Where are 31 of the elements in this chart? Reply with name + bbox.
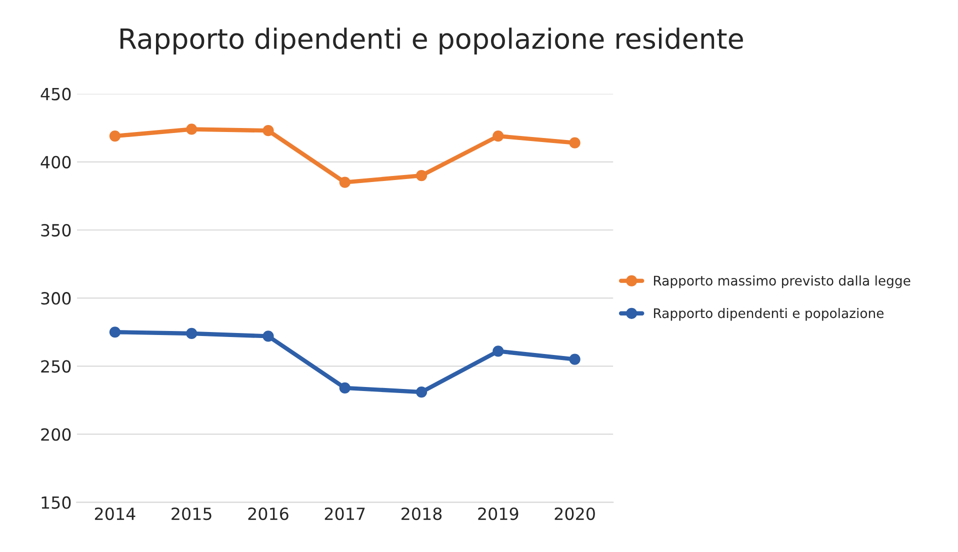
point: [262, 125, 274, 136]
x-tick-label: 2014: [94, 507, 136, 520]
point: [339, 382, 350, 394]
y-tick-label: 150: [42, 496, 71, 509]
y-tick-label: 250: [41, 360, 71, 373]
point: [416, 170, 428, 182]
x-tick-label: 2017: [324, 507, 365, 520]
y-tick-label: 200: [41, 428, 71, 441]
legend-label: Rapporto massimo previsto dalla legge: [654, 275, 910, 288]
point: [416, 386, 428, 398]
point: [186, 328, 198, 340]
chart-title: Rapporto dipendenti e popolazione residente: [120, 28, 743, 54]
point: [492, 130, 504, 142]
point: [186, 124, 198, 135]
x-tick-label: 2019: [478, 507, 518, 520]
point: [492, 346, 504, 357]
x-tick-label: 2016: [248, 507, 288, 520]
point: [109, 326, 121, 338]
x-tick-label: 2015: [172, 507, 212, 520]
y-tick-label: 300: [41, 292, 71, 305]
x-tick-label: 2018: [402, 507, 442, 520]
point: [339, 176, 350, 188]
point: [262, 330, 274, 342]
y-tick-label: 400: [40, 156, 71, 168]
x-tick-label: 2020: [554, 507, 595, 520]
y-tick-label: 450: [40, 88, 71, 100]
point: [569, 354, 580, 365]
point: [569, 137, 580, 148]
point: [109, 130, 121, 142]
y-tick-label: 350: [41, 224, 71, 237]
legend-label: Rapporto dipendenti e popolazione: [654, 308, 884, 321]
